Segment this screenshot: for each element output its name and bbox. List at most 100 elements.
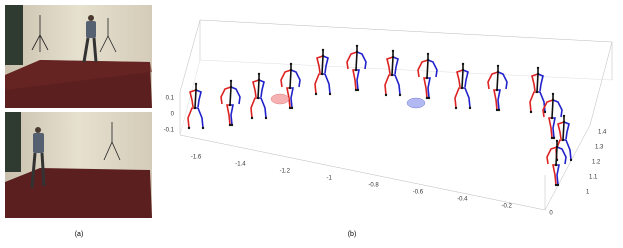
joint [495, 108, 499, 112]
skeleton [546, 139, 567, 187]
joint [536, 66, 540, 70]
bone [427, 77, 431, 99]
joint [321, 54, 325, 58]
joint [425, 96, 429, 100]
skeleton [454, 62, 472, 110]
joint [536, 72, 540, 76]
bone [290, 87, 294, 109]
y-tick-label: 0.1 [166, 96, 175, 102]
joint [468, 106, 472, 110]
x-tick-label: -0.6 [413, 190, 424, 196]
joint [257, 72, 261, 76]
x-tick-label: -0.4 [457, 197, 468, 203]
bone [456, 69, 464, 88]
joint [426, 52, 430, 56]
bone [257, 75, 260, 99]
page: {"panels": { "a": {"label": "(a)"}, "b":… [5, 5, 613, 238]
footprint-blue [406, 97, 426, 109]
bone [346, 51, 358, 70]
x-tick-label: -1.2 [280, 169, 291, 175]
joint [256, 96, 260, 100]
x-tick-label: 0 [549, 211, 553, 217]
bone [546, 146, 558, 165]
y-tick-label: 0 [171, 112, 175, 118]
bone [462, 87, 471, 109]
joint [355, 44, 359, 48]
joint [496, 70, 500, 74]
bone [427, 59, 438, 78]
photo-top [5, 5, 152, 108]
bone [392, 56, 399, 75]
joint [426, 58, 430, 62]
skeleton [187, 82, 205, 130]
joint [201, 126, 205, 130]
bone [551, 95, 554, 119]
joint [569, 158, 573, 162]
x-tick-label: -1.6 [191, 155, 202, 161]
joint [288, 86, 292, 90]
x-tick-label: -0.2 [501, 204, 512, 210]
photo-bottom [5, 112, 152, 218]
skeleton [346, 44, 367, 92]
joint [398, 93, 402, 97]
bone [537, 73, 544, 92]
joint [460, 86, 464, 90]
z-tick-label: 1.3 [595, 145, 604, 151]
joint [562, 114, 566, 118]
skeleton [220, 79, 241, 127]
bone [258, 79, 265, 98]
bone [417, 59, 429, 78]
joint [354, 88, 358, 92]
skeleton [384, 49, 402, 97]
z-tick-label: 1.4 [598, 130, 607, 136]
bone [352, 69, 357, 91]
joint [193, 106, 197, 110]
bone [195, 107, 204, 129]
bone [322, 55, 329, 74]
joint [529, 110, 533, 114]
bone [391, 52, 394, 76]
joint [289, 68, 293, 72]
joint [497, 108, 501, 112]
joint [321, 48, 325, 52]
bone [557, 121, 565, 140]
joint [314, 92, 318, 96]
bone [493, 89, 498, 111]
joint [461, 68, 465, 72]
bone [563, 121, 570, 140]
joint [425, 76, 429, 80]
joint [257, 78, 261, 82]
joint [555, 139, 559, 143]
joint [555, 145, 559, 149]
bone [386, 56, 394, 75]
joint [250, 116, 254, 120]
figure: (a) (b) -1.6 -1.4 -1.2 -1 -0.8 -0.6 -0.4 -0.2 0 0… [5, 5, 613, 238]
bone [258, 97, 267, 119]
bone [322, 73, 331, 95]
joint [264, 116, 268, 120]
bone [194, 85, 197, 109]
joint [194, 88, 198, 92]
joint [552, 136, 556, 140]
joint [543, 110, 547, 114]
caption-b: (b) [348, 231, 357, 238]
skeleton [542, 92, 563, 140]
joint [384, 93, 388, 97]
joint [320, 72, 324, 76]
x-tick-label: -1.4 [235, 162, 246, 168]
plot-box [179, 19, 613, 211]
bone [250, 97, 258, 119]
joint [495, 88, 499, 92]
bone [286, 87, 291, 109]
bone [496, 67, 499, 91]
joint [551, 98, 555, 102]
bone [556, 146, 567, 165]
skeleton [417, 52, 438, 100]
bone [462, 69, 469, 88]
joint [354, 68, 358, 72]
joint [496, 64, 500, 68]
bone [314, 73, 322, 95]
bone [195, 89, 202, 108]
joint [229, 79, 233, 83]
bone [497, 71, 508, 90]
